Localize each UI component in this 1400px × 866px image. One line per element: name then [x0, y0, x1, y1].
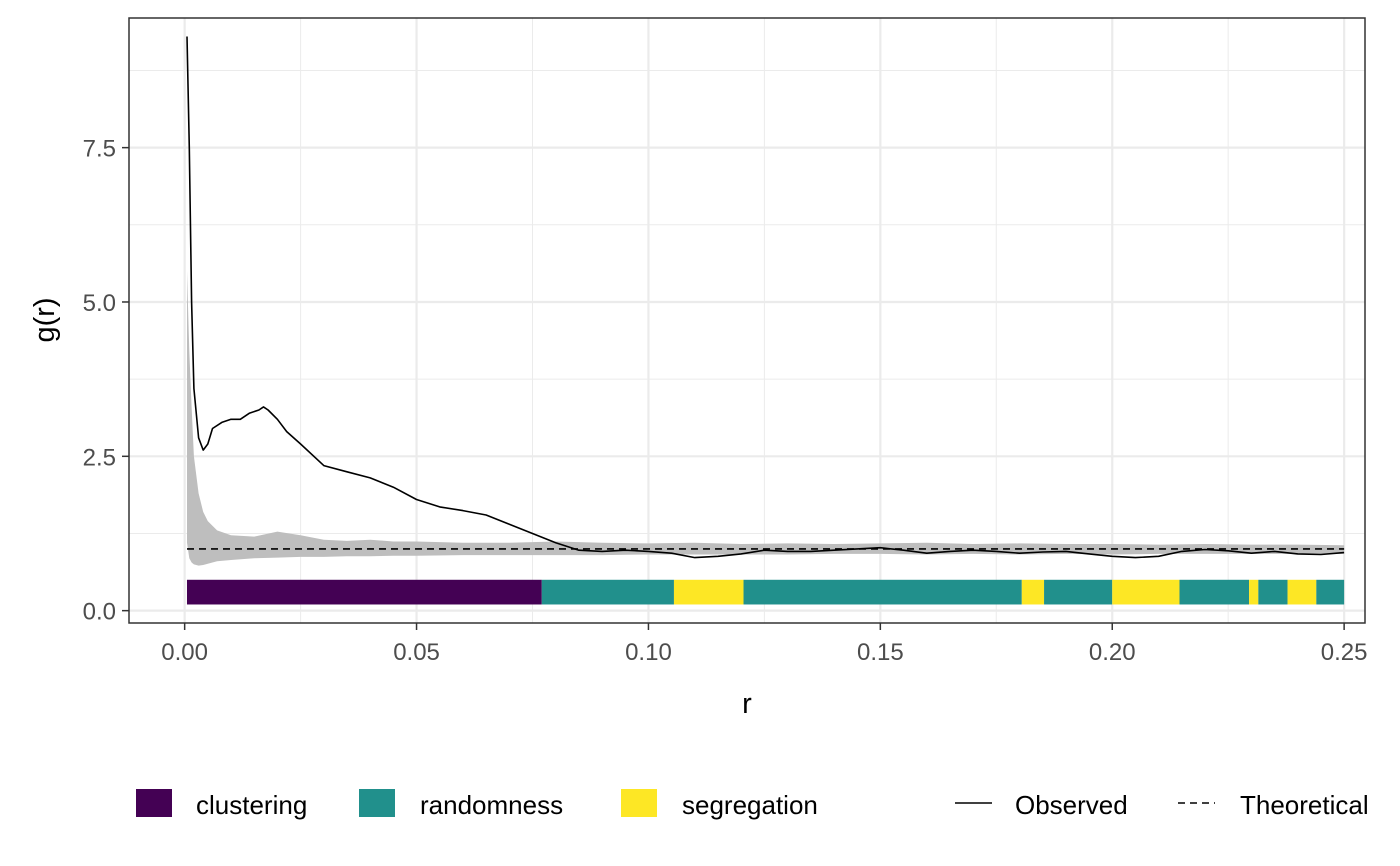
legend-label-randomness: randomness: [420, 790, 563, 820]
legend-label-clustering: clustering: [196, 790, 307, 820]
class-segment-randomness: [1258, 579, 1288, 605]
y-tick-label: 7.5: [83, 136, 116, 163]
class-segment-segregation: [1112, 579, 1180, 605]
plot-panel-background: [129, 18, 1365, 623]
x-tick-label: 0.05: [393, 639, 440, 666]
y-tick-label: 5.0: [83, 290, 116, 317]
class-segment-randomness: [541, 579, 674, 605]
major-gridlines: [129, 18, 1365, 623]
class-segment-randomness: [1044, 579, 1113, 605]
y-axis-title: g(r): [29, 297, 61, 342]
y-axis-ticks: 0.0 2.5 5.0 7.5: [83, 136, 129, 626]
class-segment-segregation: [1021, 579, 1045, 605]
class-segment-randomness: [743, 579, 1022, 605]
envelope-layer: [187, 271, 1345, 566]
legend-label-observed: Observed: [1015, 790, 1128, 820]
series-layer: [186, 36, 1345, 559]
x-tick-label: 0.15: [857, 639, 904, 666]
classification-bar: [186, 579, 1345, 605]
x-axis-title: r: [742, 688, 752, 720]
x-tick-label: 0.00: [161, 639, 208, 666]
x-axis-ticks: 0.00 0.05 0.10 0.15 0.20 0.25: [161, 623, 1367, 666]
class-segment-segregation: [673, 579, 744, 605]
plot-panel-border: [128, 17, 1366, 624]
simulation-envelope: [187, 271, 1345, 566]
legend-swatch-randomness: [359, 789, 395, 817]
legend-label-segregation: segregation: [682, 790, 818, 820]
legend-label-theoretical: Theoretical: [1240, 790, 1369, 820]
legend: clustering randomness segregation Observ…: [136, 789, 1369, 820]
class-segment-segregation: [1287, 579, 1317, 605]
series-line-observed: [186, 36, 1345, 559]
class-segment-randomness: [1316, 579, 1345, 605]
class-segment-clustering: [186, 579, 542, 605]
minor-gridlines: [129, 18, 1365, 623]
x-tick-label: 0.10: [625, 639, 672, 666]
class-segment-segregation: [1249, 579, 1259, 605]
legend-swatch-clustering: [136, 789, 172, 817]
y-tick-label: 2.5: [83, 444, 116, 471]
y-tick-label: 0.0: [83, 599, 116, 626]
x-tick-label: 0.20: [1089, 639, 1136, 666]
class-segment-randomness: [1179, 579, 1250, 605]
x-tick-label: 0.25: [1321, 639, 1368, 666]
legend-swatch-segregation: [621, 789, 657, 817]
